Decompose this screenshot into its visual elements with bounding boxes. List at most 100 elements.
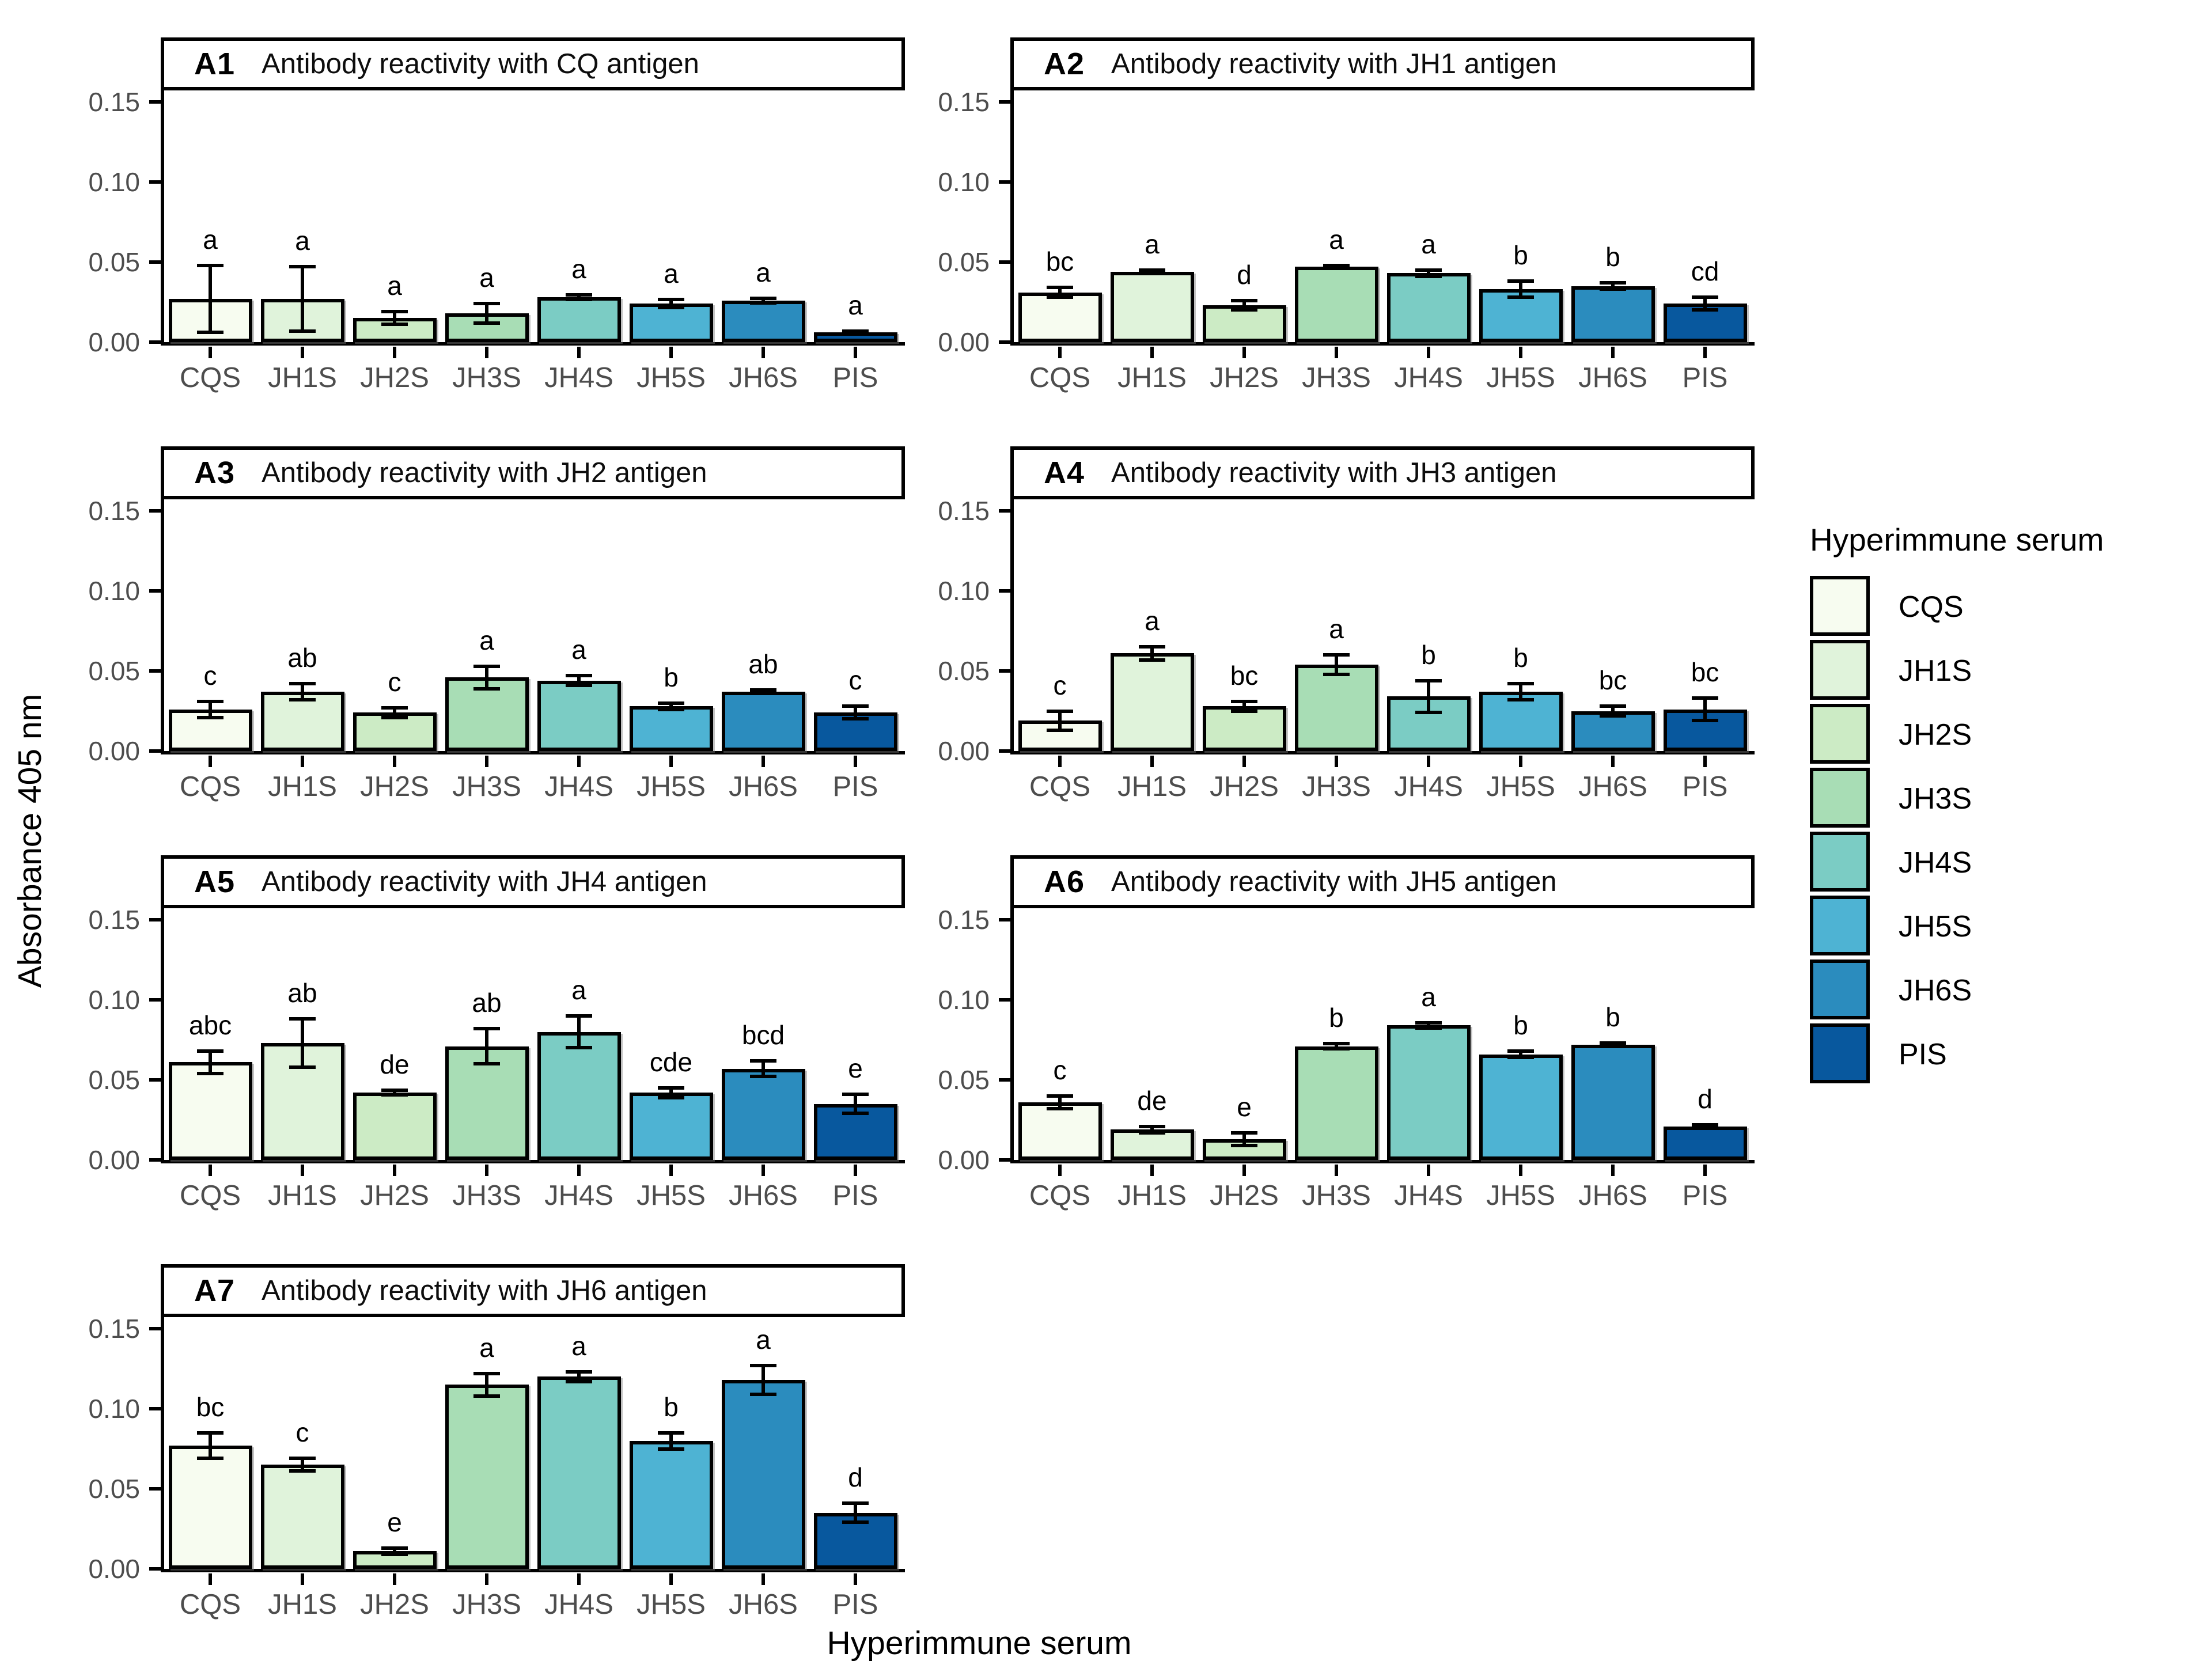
error-bar-cap-top: [289, 682, 316, 686]
legend-swatch: [1810, 768, 1870, 828]
legend-label: PIS: [1899, 1038, 1947, 1071]
legend-label: CQS: [1899, 590, 1964, 624]
error-bar-cap-bottom: [658, 707, 684, 711]
error-bar-cap-bottom: [1047, 1107, 1073, 1111]
x-tick-mark: [577, 1573, 581, 1585]
panel-tag: A7: [194, 1273, 236, 1308]
error-bar-cap-bottom: [381, 1552, 408, 1556]
x-tick-label: JH1S: [268, 771, 337, 802]
x-axis-line: [161, 1569, 905, 1572]
x-tick-label: PIS: [832, 1180, 878, 1211]
significance-letter: a: [1145, 606, 1160, 636]
y-tick-label: 0.05: [88, 247, 140, 277]
x-tick-mark: [761, 756, 765, 767]
x-tick-label: PIS: [1682, 362, 1728, 393]
error-bar-cap-top: [842, 1093, 869, 1097]
bar: [1571, 286, 1655, 342]
y-tick-mark: [999, 180, 1010, 184]
error-bar-line: [485, 666, 488, 689]
bar: [629, 1093, 713, 1160]
panel-tag: A5: [194, 864, 236, 899]
x-tick-mark: [209, 1165, 212, 1176]
x-tick-label: PIS: [832, 362, 878, 393]
y-tick-mark: [999, 998, 1010, 1002]
error-bar-cap-bottom: [1231, 308, 1257, 312]
panel-strip: A4 Antibody reactivity with JH3 antigen: [1010, 446, 1755, 499]
x-tick-label: JH2S: [360, 771, 429, 802]
x-tick-mark: [485, 1573, 488, 1585]
y-axis-line: [1010, 499, 1014, 754]
x-tick-label: CQS: [179, 1589, 241, 1620]
error-bar-cap-top: [473, 302, 500, 306]
error-bar-cap-bottom: [197, 715, 223, 719]
y-tick-mark: [999, 1158, 1010, 1162]
error-bar-cap-bottom: [566, 684, 592, 688]
x-tick-mark: [1703, 347, 1707, 358]
error-bar-cap-top: [1507, 279, 1534, 283]
error-bar-cap-bottom: [473, 687, 500, 691]
y-tick-label: 0.10: [88, 985, 140, 1015]
y-tick-label: 0.00: [938, 1145, 990, 1175]
significance-letter: c: [203, 660, 217, 691]
error-bar-cap-bottom: [1323, 267, 1350, 271]
significance-letter: bc: [1230, 660, 1259, 691]
error-bar-cap-top: [1139, 268, 1165, 272]
error-bar-cap-bottom: [289, 698, 316, 702]
panel-strip: A5 Antibody reactivity with JH4 antigen: [161, 855, 905, 908]
x-tick-mark: [1058, 756, 1062, 767]
error-bar-cap-bottom: [197, 1071, 223, 1075]
significance-letter: a: [664, 259, 679, 289]
significance-letter: a: [1421, 982, 1436, 1012]
x-tick-label: JH3S: [452, 1589, 521, 1620]
bar: [1294, 267, 1378, 342]
error-bar-cap-bottom: [381, 1093, 408, 1097]
error-bar-cap-bottom: [842, 1112, 869, 1116]
significance-letter: c: [848, 665, 862, 696]
error-bar-line: [1611, 706, 1615, 716]
x-tick-mark: [1150, 1165, 1154, 1176]
panel-title: Antibody reactivity with JH3 antigen: [1111, 457, 1557, 488]
significance-letter: cde: [649, 1046, 693, 1077]
x-tick-label: CQS: [1029, 362, 1091, 393]
error-bar-cap-top: [197, 1049, 223, 1053]
x-tick-label: CQS: [179, 1180, 241, 1211]
significance-letter: a: [479, 1332, 494, 1363]
bar: [1110, 653, 1194, 751]
x-tick-label: CQS: [179, 771, 241, 802]
x-tick-label: PIS: [832, 771, 878, 802]
error-bar-line: [1242, 300, 1246, 310]
x-tick-mark: [1335, 1165, 1338, 1176]
x-tick-mark: [577, 1165, 581, 1176]
error-bar-line: [669, 1432, 673, 1449]
x-tick-label: JH3S: [1302, 771, 1371, 802]
error-bar-cap-bottom: [1692, 719, 1718, 723]
error-bar-cap-bottom: [1692, 308, 1718, 312]
y-tick-label: 0.00: [938, 736, 990, 766]
panel-title: Antibody reactivity with JH6 antigen: [262, 1275, 707, 1306]
bar: [1571, 711, 1655, 751]
significance-letter: de: [380, 1049, 410, 1080]
error-bar-cap-top: [658, 701, 684, 705]
error-bar-line: [209, 1432, 212, 1459]
error-bar-cap-bottom: [473, 1394, 500, 1398]
error-bar-cap-top: [289, 1017, 316, 1021]
x-tick-label: JH6S: [729, 1180, 798, 1211]
y-tick-mark: [999, 1078, 1010, 1082]
bar: [537, 297, 621, 342]
error-bar-line: [485, 1029, 488, 1064]
bar: [721, 300, 805, 342]
error-bar-cap-bottom: [658, 1095, 684, 1099]
y-tick-label: 0.10: [938, 985, 990, 1015]
y-tick-mark: [999, 918, 1010, 921]
error-bar-cap-top: [750, 688, 776, 692]
x-tick-label: JH5S: [637, 362, 706, 393]
x-tick-label: JH5S: [1486, 771, 1555, 802]
y-tick-mark: [149, 1158, 161, 1162]
bar: [1479, 1054, 1563, 1160]
y-tick-mark: [999, 340, 1010, 344]
y-tick-mark: [149, 1407, 161, 1410]
x-tick-mark: [393, 1573, 396, 1585]
error-bar-cap-bottom: [197, 1457, 223, 1461]
error-bar-line: [577, 1372, 581, 1382]
legend-label: JH2S: [1899, 718, 1972, 752]
